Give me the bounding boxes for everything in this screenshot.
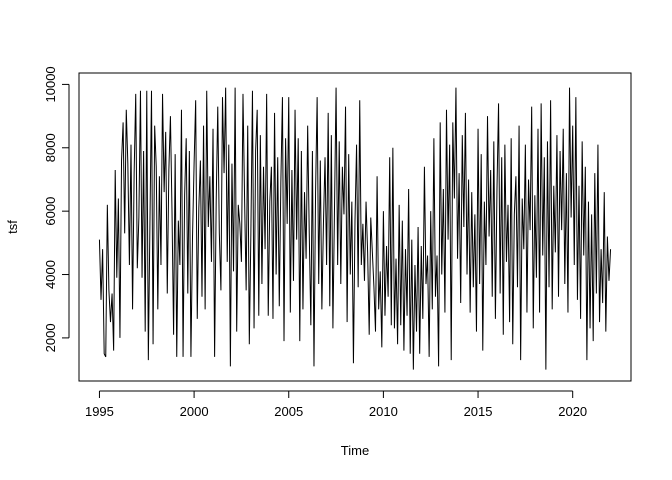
x-tick-label: 2000 — [180, 404, 209, 419]
plot-box — [78, 72, 632, 382]
y-tick-label: 8000 — [43, 133, 58, 162]
y-tick-label: 6000 — [43, 197, 58, 226]
x-tick-label: 2020 — [558, 404, 587, 419]
x-tick-label: 2015 — [464, 404, 493, 419]
x-axis-label: Time — [341, 443, 369, 458]
x-tick-label: 1995 — [85, 404, 114, 419]
series-line — [98, 87, 612, 370]
x-tick-label: 2010 — [369, 404, 398, 419]
y-tick-label: 10000 — [43, 66, 58, 102]
y-tick-label: 2000 — [43, 323, 58, 352]
x-tick-label: 2005 — [274, 404, 303, 419]
y-axis-label: tsf — [5, 220, 20, 234]
y-tick-label: 4000 — [43, 260, 58, 289]
